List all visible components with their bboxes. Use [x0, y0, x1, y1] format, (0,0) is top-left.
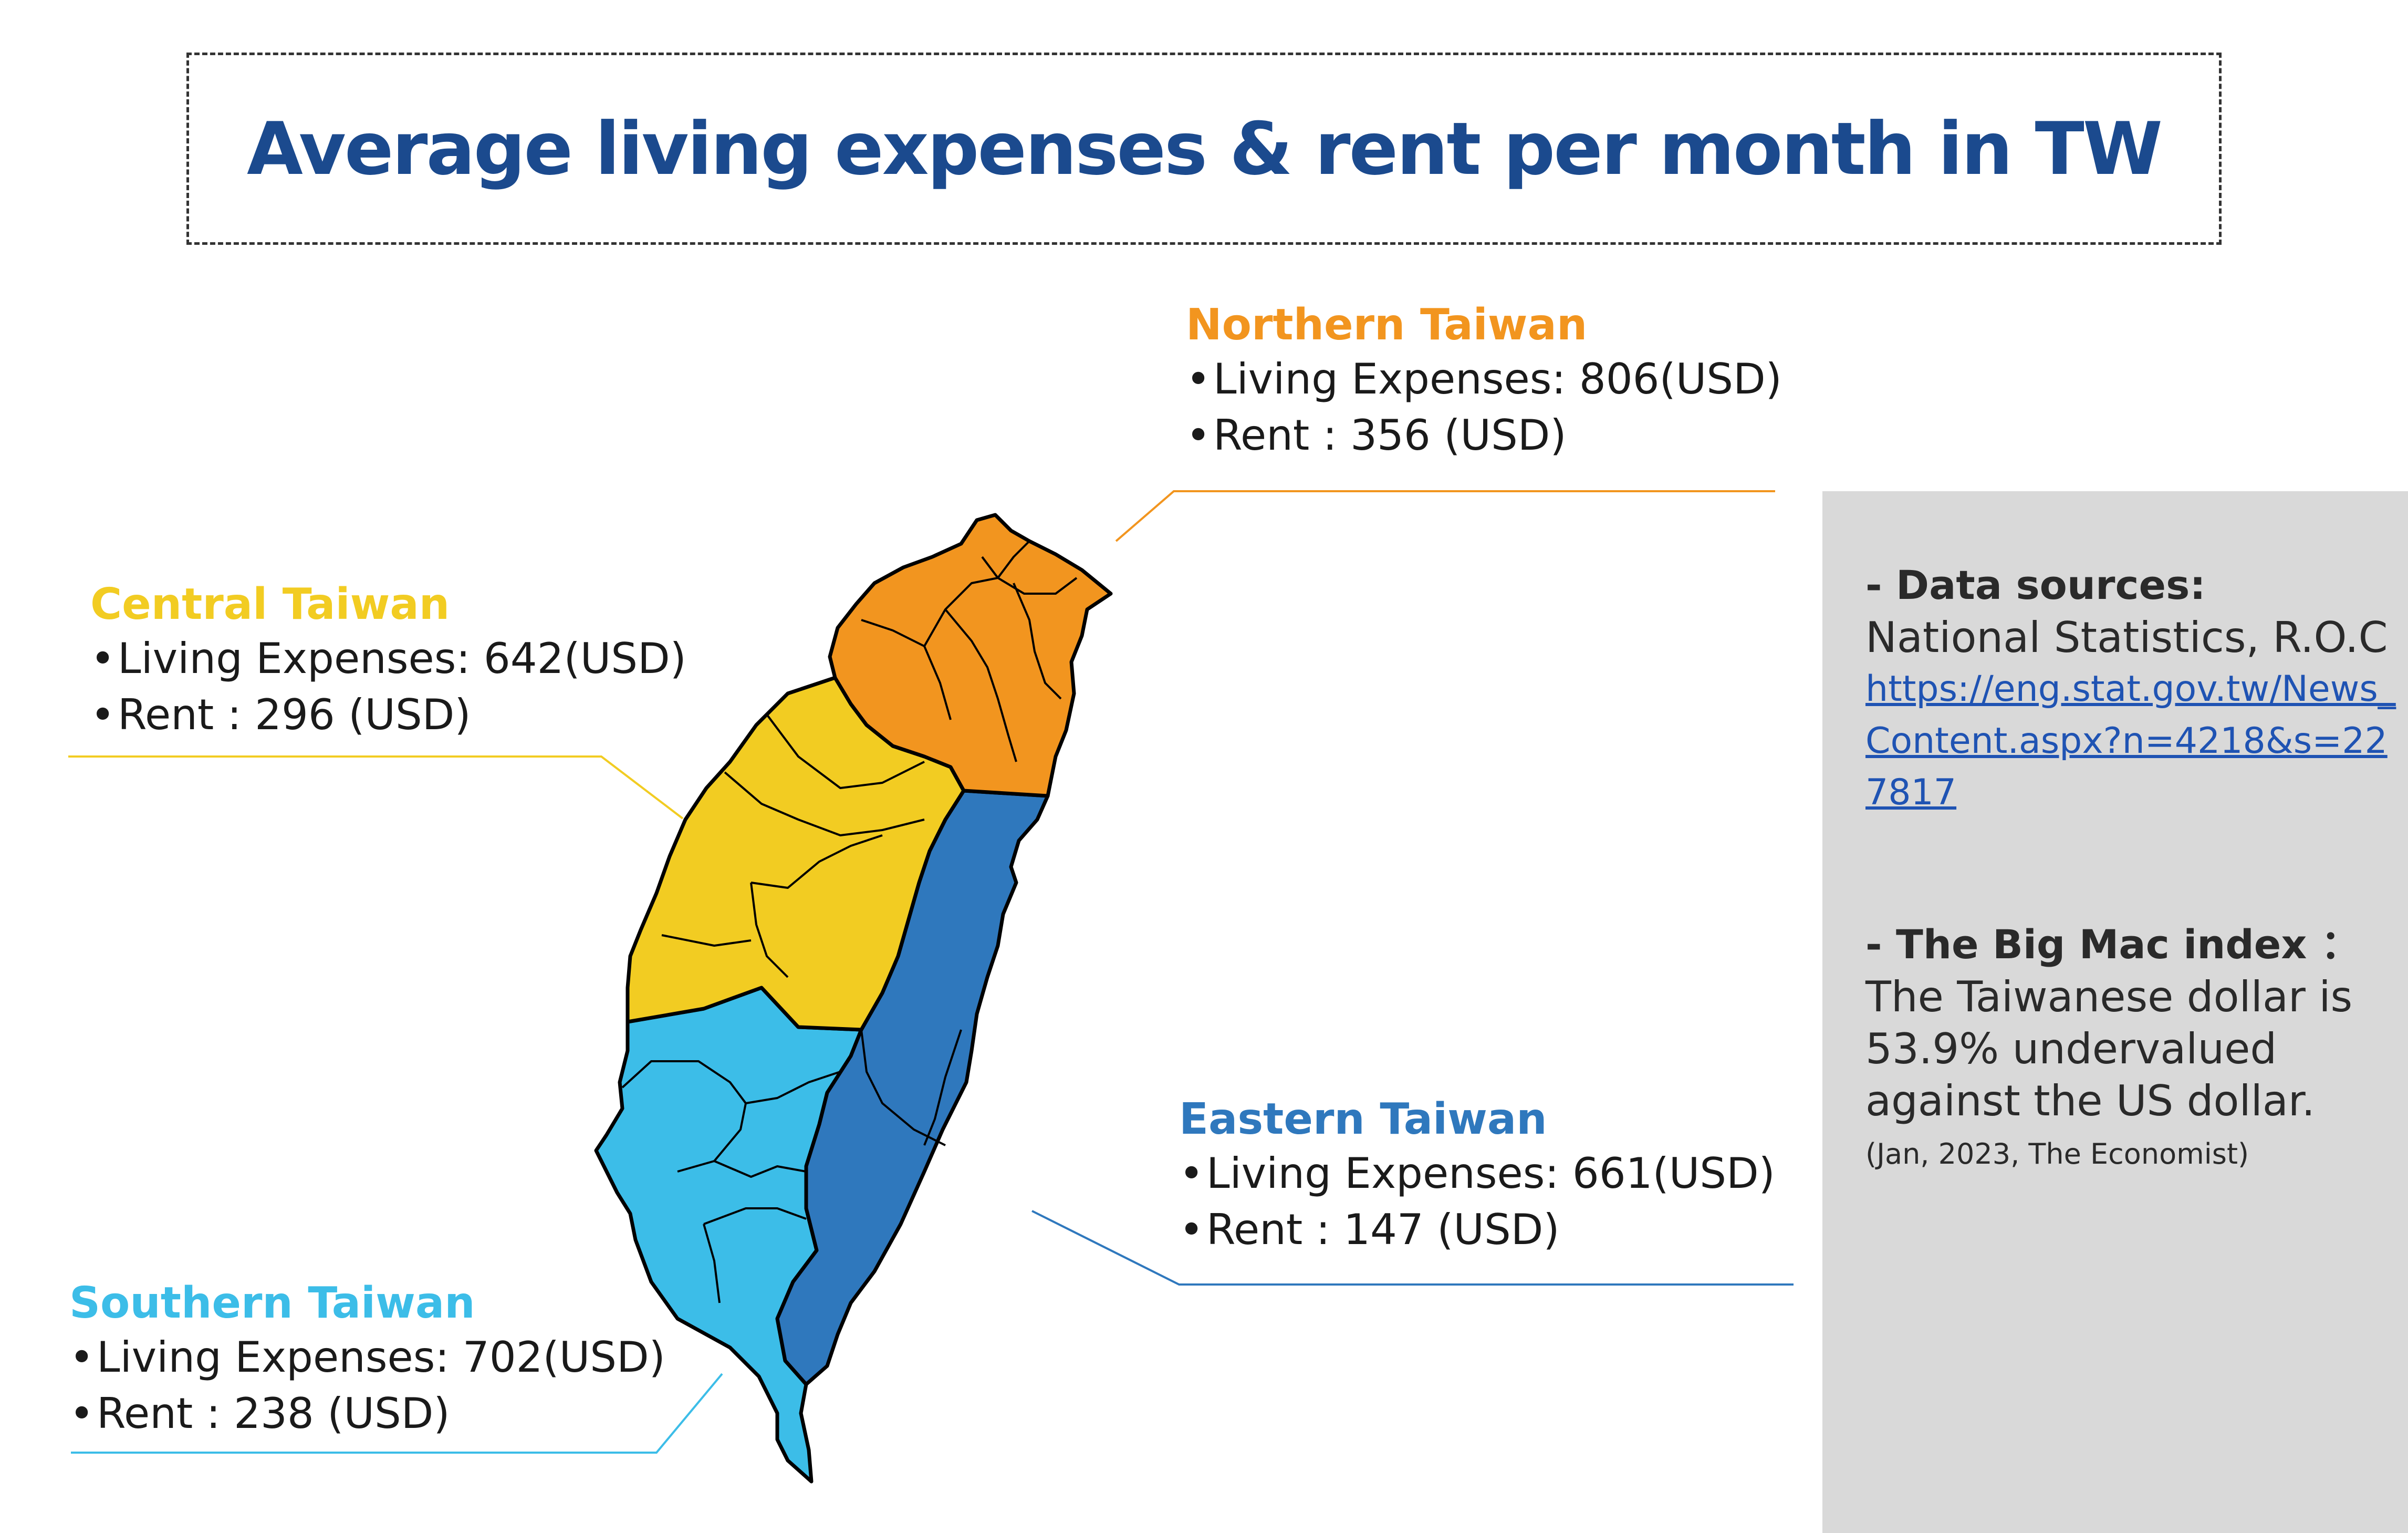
data-sources-link[interactable]: https://eng.stat.gov.tw/News_Content.asp… — [1865, 668, 2396, 814]
southern-rent: •Rent : 238 (USD) — [69, 1389, 450, 1438]
central-rent: •Rent : 296 (USD) — [90, 690, 471, 739]
eastern-rent: •Rent : 147 (USD) — [1179, 1205, 1560, 1254]
southern-leader-line — [71, 1373, 723, 1454]
central-taiwan-name: Central Taiwan — [90, 579, 450, 629]
data-sources-heading: - Data sources: — [1865, 562, 2206, 608]
southern-living-expenses: •Living Expenses: 702(USD) — [69, 1333, 665, 1382]
eastern-leader-line — [1031, 1210, 1794, 1286]
info-panel: - Data sources: National Statistics, R.O… — [1822, 491, 2408, 1533]
northern-taiwan-name: Northern Taiwan — [1186, 300, 1588, 350]
county-boundaries — [621, 540, 1078, 1303]
central-living-expenses: •Living Expenses: 642(USD) — [90, 634, 686, 683]
northern-living-expenses: •Living Expenses: 806(USD) — [1186, 355, 1782, 403]
title-box: Average living expenses & rent per month… — [186, 53, 2222, 245]
southern-taiwan-name: Southern Taiwan — [69, 1278, 475, 1328]
central-leader-line — [68, 755, 684, 820]
northern-taiwan-label: Northern Taiwan •Living Expenses: 806(US… — [1186, 304, 1782, 471]
data-sources-org: National Statistics, R.O.C — [1865, 613, 2388, 662]
big-mac-heading: - The Big Mac index ： — [1865, 920, 2361, 968]
page-title: Average living expenses & rent per month… — [247, 106, 2163, 191]
big-mac-text: The Taiwanese dollar is 53.9% undervalue… — [1865, 972, 2353, 1125]
eastern-taiwan-label: Eastern Taiwan •Living Expenses: 661(USD… — [1179, 1098, 1775, 1265]
northern-region-shape — [828, 513, 1113, 798]
eastern-taiwan-name: Eastern Taiwan — [1179, 1094, 1547, 1144]
eastern-living-expenses: •Living Expenses: 661(USD) — [1179, 1149, 1775, 1198]
central-taiwan-label: Central Taiwan •Living Expenses: 642(USD… — [90, 583, 686, 750]
northern-leader-line — [1115, 490, 1775, 542]
big-mac-note: (Jan, 2023, The Economist) — [1865, 1137, 2249, 1171]
southern-taiwan-label: Southern Taiwan •Living Expenses: 702(US… — [69, 1282, 665, 1449]
northern-rent: •Rent : 356 (USD) — [1186, 411, 1567, 460]
